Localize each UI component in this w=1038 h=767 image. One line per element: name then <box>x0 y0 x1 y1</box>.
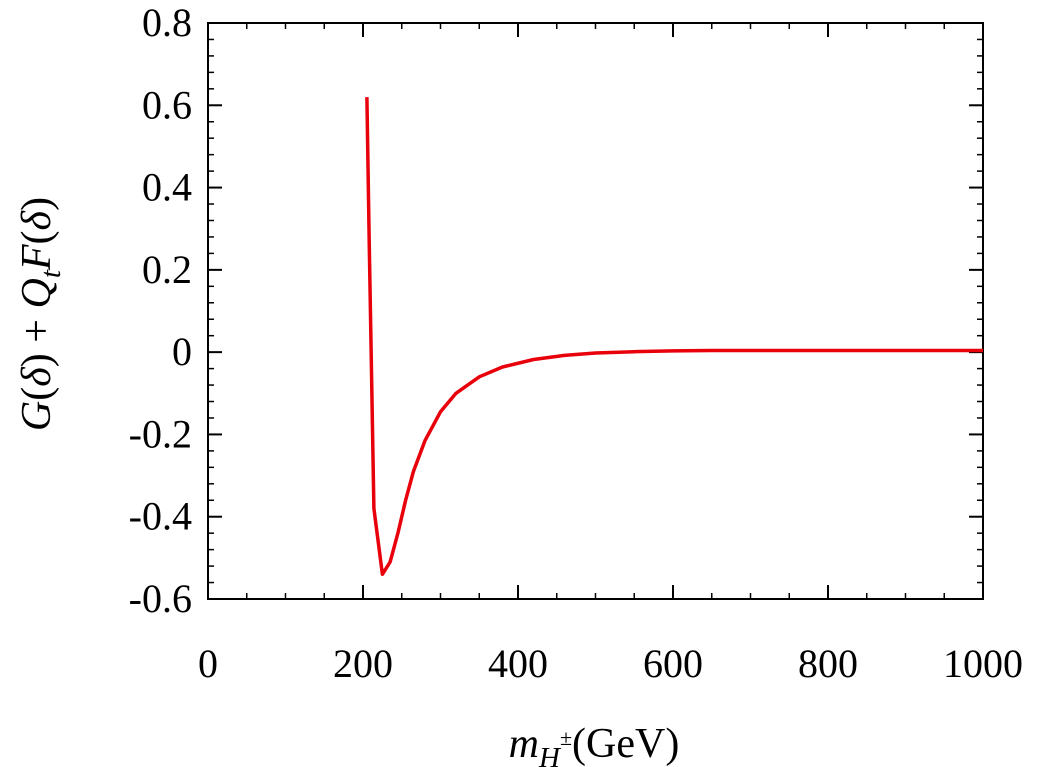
minor-ticks <box>208 23 983 599</box>
x-label-superscript: ± <box>560 725 572 750</box>
plot-frame <box>207 22 984 600</box>
y-tick-label: 0.6 <box>142 82 192 127</box>
y-tick-label: 0.2 <box>142 247 192 292</box>
x-axis-label: mH±(GeV) <box>509 721 680 767</box>
y-tick-label: 0.4 <box>142 165 192 210</box>
y-tick-label: 0 <box>172 329 192 374</box>
y-label-part: ) <box>14 197 60 211</box>
y-tick-label: -0.4 <box>129 494 192 539</box>
y-label-part: Q <box>14 278 60 308</box>
y-axis-label: G(δ) + QtF(δ) <box>14 197 67 431</box>
y-label-part: ( <box>14 387 60 401</box>
series-line <box>365 97 983 577</box>
x-label-unit: (GeV) <box>572 721 679 767</box>
y-label-part: ( <box>14 230 60 244</box>
x-tick-labels: 0 200 400 600 800 1000 <box>198 641 1023 686</box>
y-tick-label: 0.8 <box>142 0 192 45</box>
x-label-symbol: m <box>509 721 539 767</box>
y-label-part: G <box>14 401 60 431</box>
y-label-part: δ <box>14 209 60 230</box>
y-label-part: F <box>14 244 60 271</box>
x-tick-label: 400 <box>488 641 548 686</box>
plot-area-border <box>207 22 984 600</box>
y-tick-label: -0.2 <box>129 411 192 456</box>
y-label-part: t <box>35 269 67 278</box>
series-layer <box>365 97 983 577</box>
y-label-part: δ <box>14 366 60 387</box>
y-tick-labels: -0.6 -0.4 -0.2 0 0.2 0.4 0.6 0.8 <box>129 0 192 621</box>
x-tick-label: 1000 <box>943 641 1023 686</box>
y-tick-label: -0.6 <box>129 576 192 621</box>
x-tick-label: 800 <box>798 641 858 686</box>
major-ticks <box>207 22 984 600</box>
y-label-part: ) + <box>14 309 60 368</box>
x-tick-label: 200 <box>333 641 393 686</box>
x-tick-label: 0 <box>198 641 218 686</box>
x-tick-label: 600 <box>643 641 703 686</box>
x-label-subscript: H <box>538 742 562 767</box>
